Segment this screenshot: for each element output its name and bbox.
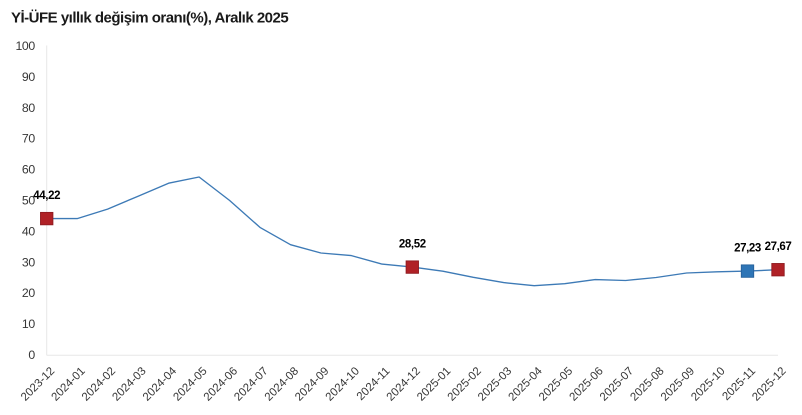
svg-text:27,23: 27,23 [734,243,761,255]
svg-text:100: 100 [15,39,35,53]
svg-text:80: 80 [22,101,35,115]
svg-text:60: 60 [22,163,35,177]
svg-text:Yİ-ÜFE yıllık değişim oranı(%): Yİ-ÜFE yıllık değişim oranı(%), Aralık 2… [11,10,288,27]
svg-text:20: 20 [22,286,35,300]
svg-text:28,52: 28,52 [399,239,426,251]
svg-text:40: 40 [22,224,35,238]
svg-text:44,22: 44,22 [33,190,60,202]
svg-text:90: 90 [22,70,35,84]
svg-text:70: 70 [22,132,35,146]
svg-text:30: 30 [22,255,35,269]
svg-text:10: 10 [22,317,35,331]
svg-text:50: 50 [22,194,35,208]
svg-text:0: 0 [28,348,35,362]
svg-text:27,67: 27,67 [765,241,792,253]
